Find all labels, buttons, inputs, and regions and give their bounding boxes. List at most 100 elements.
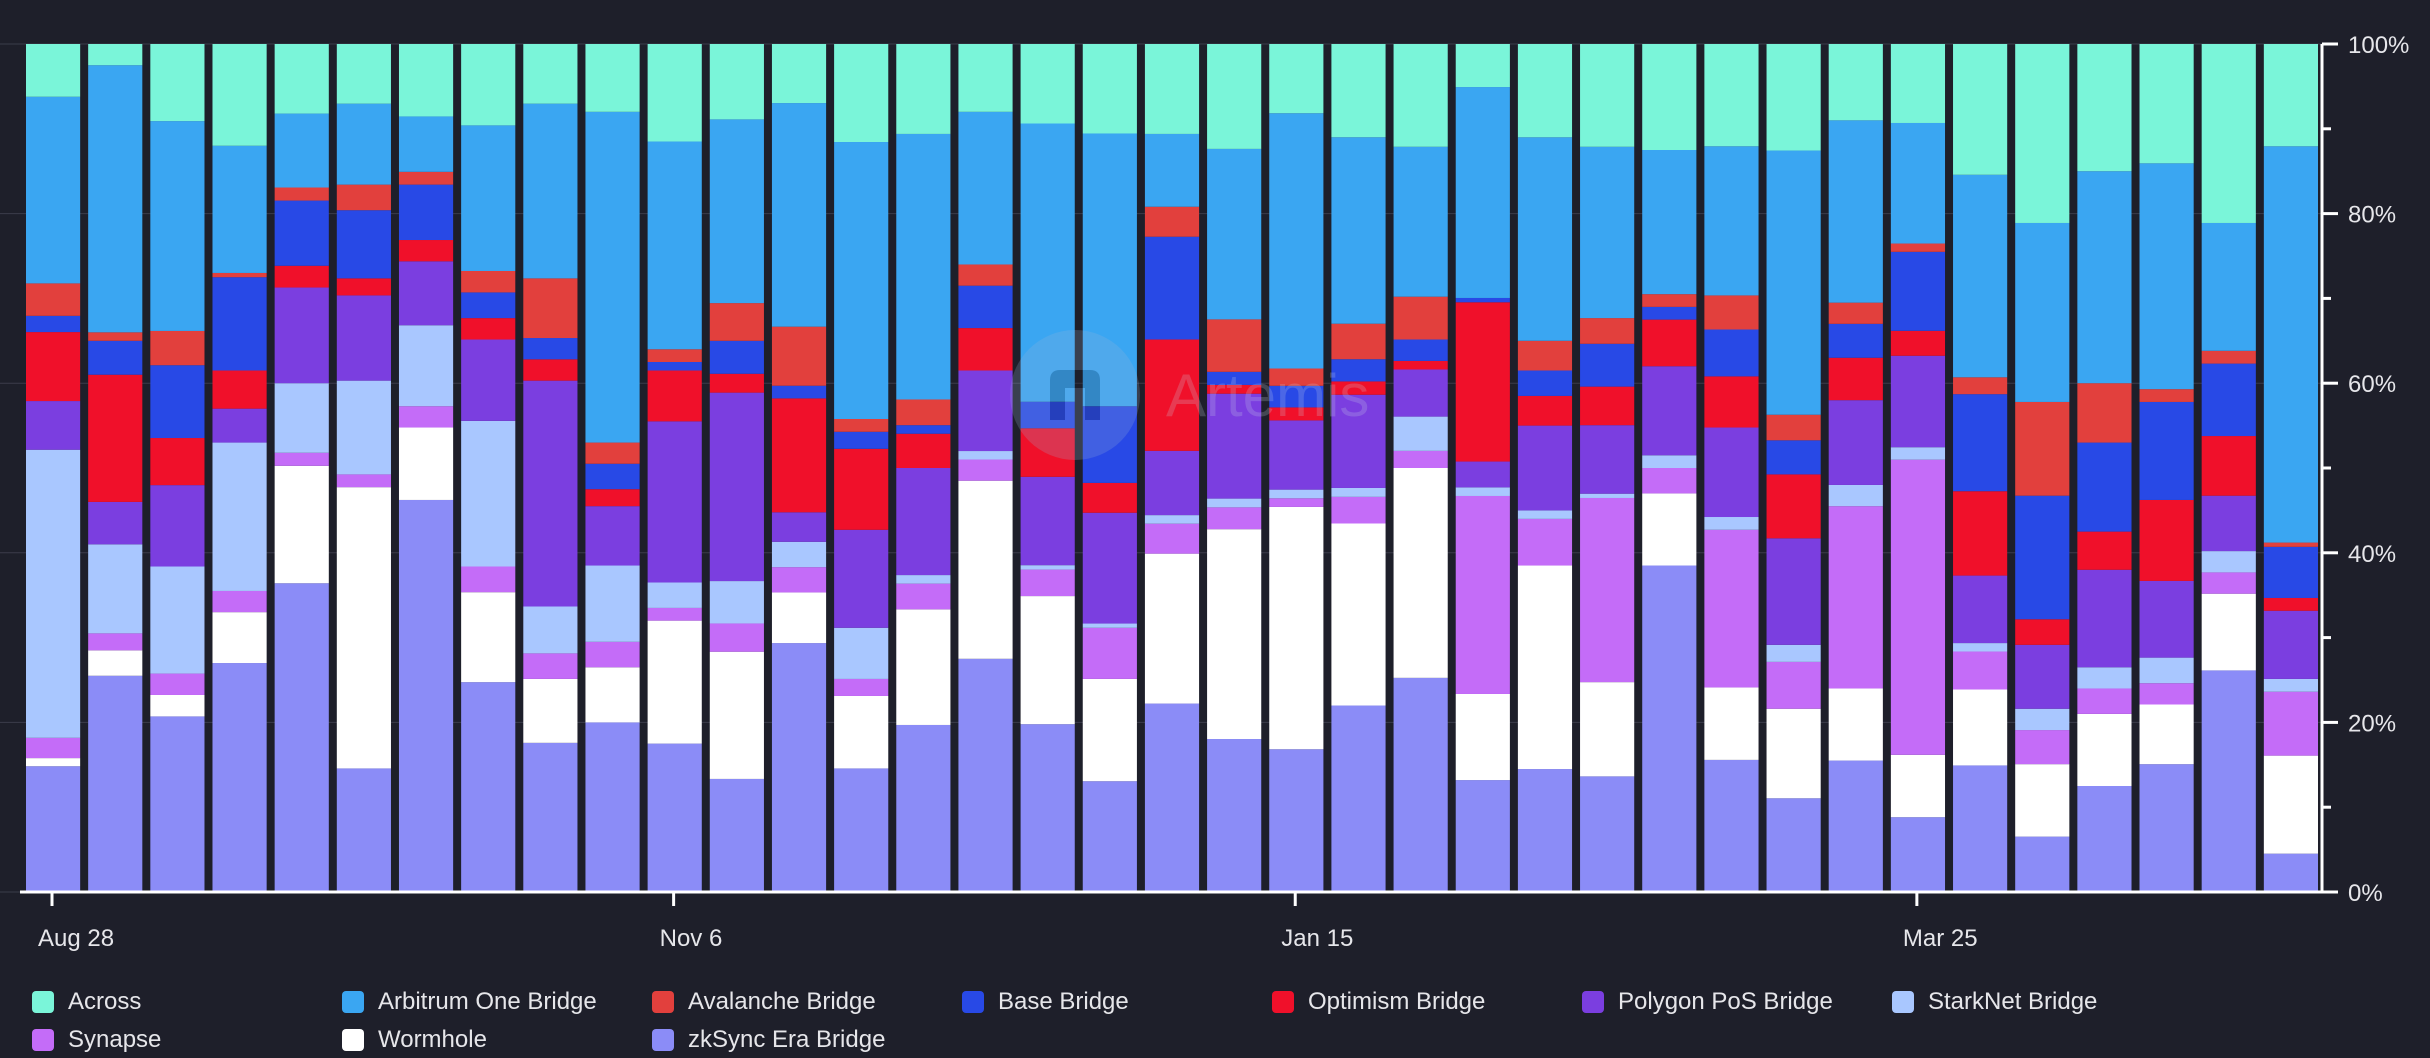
bar-segment	[2077, 531, 2132, 570]
bar-segment	[150, 566, 205, 674]
bar-segment	[1766, 708, 1821, 799]
bar-segment	[1393, 416, 1448, 451]
bar-segment	[1144, 703, 1200, 892]
bar-segment	[1393, 677, 1448, 892]
bar-segment	[2139, 499, 2194, 581]
bar-segment	[88, 544, 143, 634]
bar-segment	[1828, 323, 1883, 358]
legend-item[interactable]: Arbitrum One Bridge	[342, 988, 652, 1016]
bar-segment	[1704, 517, 1759, 530]
legend-item[interactable]: Wormhole	[342, 1026, 652, 1054]
bar-segment	[2015, 495, 2070, 620]
legend-item[interactable]: StarkNet Bridge	[1892, 988, 2202, 1016]
legend-item[interactable]: Base Bridge	[962, 988, 1272, 1016]
bar-segment	[274, 383, 329, 453]
bar-segment	[1269, 749, 1324, 892]
bar-segment	[771, 541, 827, 568]
bar-segment	[1828, 506, 1883, 689]
legend-item[interactable]: Across	[32, 988, 342, 1016]
bar-segment	[1144, 133, 1200, 207]
bar-segment	[709, 581, 764, 624]
legend-item[interactable]: zkSync Era Bridge	[652, 1026, 962, 1054]
bar-segment	[1890, 355, 1946, 448]
bar-segment	[1580, 146, 1635, 319]
bar-segment	[2263, 597, 2318, 611]
bar-segment	[1704, 44, 1759, 147]
bar-segment	[1642, 319, 1697, 367]
bar-segment	[1207, 739, 1262, 892]
bar-segment	[1828, 302, 1883, 324]
y-tick-label: 20%	[2348, 710, 2396, 737]
bar-segment	[274, 187, 329, 201]
bar-segment	[212, 277, 267, 371]
bar-segment	[1144, 339, 1200, 451]
bar-segment	[647, 362, 702, 371]
bar-segment	[1393, 339, 1448, 361]
bar-segment	[2139, 764, 2194, 892]
bar-segment	[958, 328, 1013, 371]
bar-segment	[212, 590, 267, 613]
bar-segment	[647, 421, 702, 583]
bar-segment	[26, 332, 81, 402]
legend-item[interactable]: Avalanche Bridge	[652, 988, 962, 1016]
bar-segment	[958, 285, 1013, 329]
bar-segment	[1642, 455, 1697, 468]
bar-segment	[1953, 765, 2008, 892]
bar-segment	[1207, 529, 1262, 740]
bar-segment	[709, 623, 764, 652]
bar-segment	[896, 609, 951, 725]
bar-segment	[1517, 769, 1573, 892]
bar-segment	[1020, 565, 1075, 570]
legend-label: Arbitrum One Bridge	[378, 988, 597, 1015]
bar-segment	[834, 448, 889, 530]
legend-item[interactable]: Optimism Bridge	[1272, 988, 1582, 1016]
bar-segment	[1580, 425, 1635, 494]
bar-segment	[896, 133, 951, 400]
bar-segment	[647, 44, 702, 142]
bar-segment	[1890, 44, 1946, 123]
bar-segment	[523, 380, 578, 607]
bar-segment	[1144, 44, 1200, 134]
bar-segment	[1704, 687, 1759, 760]
bar-segment	[1082, 678, 1137, 782]
bar-segment	[896, 44, 951, 134]
bar-segment	[2201, 436, 2256, 496]
bar-segment	[585, 111, 640, 443]
bar-segment	[2201, 495, 2256, 552]
bar-segment	[88, 65, 143, 333]
bar-segment	[709, 303, 764, 341]
bar-segment	[1580, 44, 1635, 147]
bar-segment	[1828, 688, 1883, 761]
bar-segment	[834, 678, 889, 696]
bar-segment	[834, 768, 889, 892]
bar-segment	[771, 103, 827, 327]
bar-segment	[212, 272, 267, 278]
bar-segment	[585, 489, 640, 507]
bar-segment	[523, 653, 578, 679]
bar-segment	[1082, 44, 1137, 134]
bar-segment	[1144, 236, 1200, 340]
bar-segment	[2263, 542, 2318, 547]
bar-segment	[1144, 523, 1200, 554]
bar-segment	[398, 171, 454, 185]
bar-segment	[398, 325, 454, 407]
bar-segment	[88, 633, 143, 651]
bar-segment	[1642, 366, 1697, 456]
bar-segment	[88, 501, 143, 545]
bar-segment	[1393, 369, 1448, 417]
bars-layer	[26, 44, 2318, 892]
bar-segment	[274, 113, 329, 188]
bar-segment	[461, 339, 516, 421]
bar-segment	[958, 111, 1013, 265]
bar-segment	[1455, 297, 1510, 303]
bar-segment	[336, 44, 391, 104]
legend-item[interactable]: Synapse	[32, 1026, 342, 1054]
bar-segment	[1269, 489, 1324, 499]
bar-segment	[1704, 427, 1759, 518]
bar-segment	[771, 512, 827, 542]
bar-segment	[1207, 384, 1262, 394]
bar-segment	[212, 612, 267, 664]
legend-item[interactable]: Polygon PoS Bridge	[1582, 988, 1892, 1016]
bar-segment	[896, 399, 951, 426]
bar-segment	[1269, 385, 1324, 408]
